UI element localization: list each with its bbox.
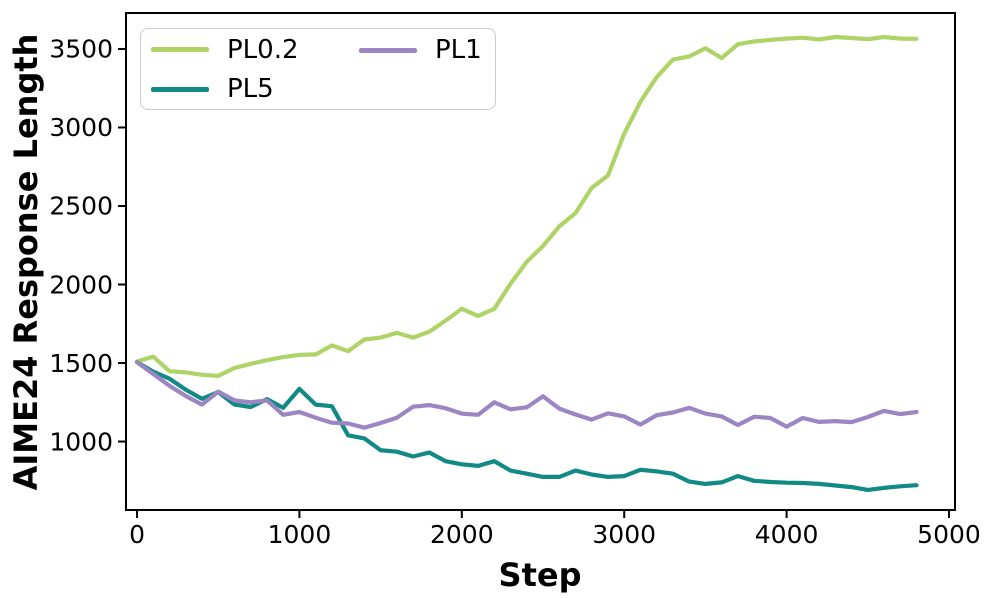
legend-item-pl1: PL1 xyxy=(359,30,482,70)
y-tick-label: 1000 xyxy=(49,427,113,456)
series-line-PL5 xyxy=(134,360,919,492)
x-tick-label: 4000 xyxy=(755,520,819,549)
legend-item-pl5: PL5 xyxy=(151,70,359,110)
legend-column-1: PL0.2 PL5 xyxy=(151,30,359,109)
y-tick-label: 3500 xyxy=(49,35,113,64)
legend-line-sample-pl0-2 xyxy=(151,47,209,53)
legend-column-2: PL1 xyxy=(359,30,482,109)
x-tick-label: 0 xyxy=(129,520,145,549)
legend-label-pl0-2: PL0.2 xyxy=(227,34,299,65)
legend-label-pl1: PL1 xyxy=(435,35,482,65)
legend-label-pl5: PL5 xyxy=(227,74,274,105)
series-line-PL0.2 xyxy=(134,34,919,378)
y-axis-label: AIME24 Response Length xyxy=(7,33,45,491)
series-line-PL1 xyxy=(134,360,919,430)
plot-frame xyxy=(125,12,956,511)
y-tick-label: 2500 xyxy=(49,192,113,221)
x-tick-label: 3000 xyxy=(592,520,656,549)
legend-line-sample-pl1 xyxy=(359,47,417,53)
y-tick-label: 2000 xyxy=(49,270,113,299)
legend: PL0.2 PL5 PL1 xyxy=(140,28,496,110)
x-axis-label: Step xyxy=(498,556,582,594)
y-tick-label: 3000 xyxy=(49,113,113,142)
x-tick-label: 5000 xyxy=(917,520,981,549)
y-tick-label: 1500 xyxy=(49,349,113,378)
x-tick-label: 2000 xyxy=(430,520,494,549)
x-tick-label: 1000 xyxy=(268,520,332,549)
legend-line-sample-pl5 xyxy=(151,86,209,92)
legend-item-pl0-2: PL0.2 xyxy=(151,30,359,70)
